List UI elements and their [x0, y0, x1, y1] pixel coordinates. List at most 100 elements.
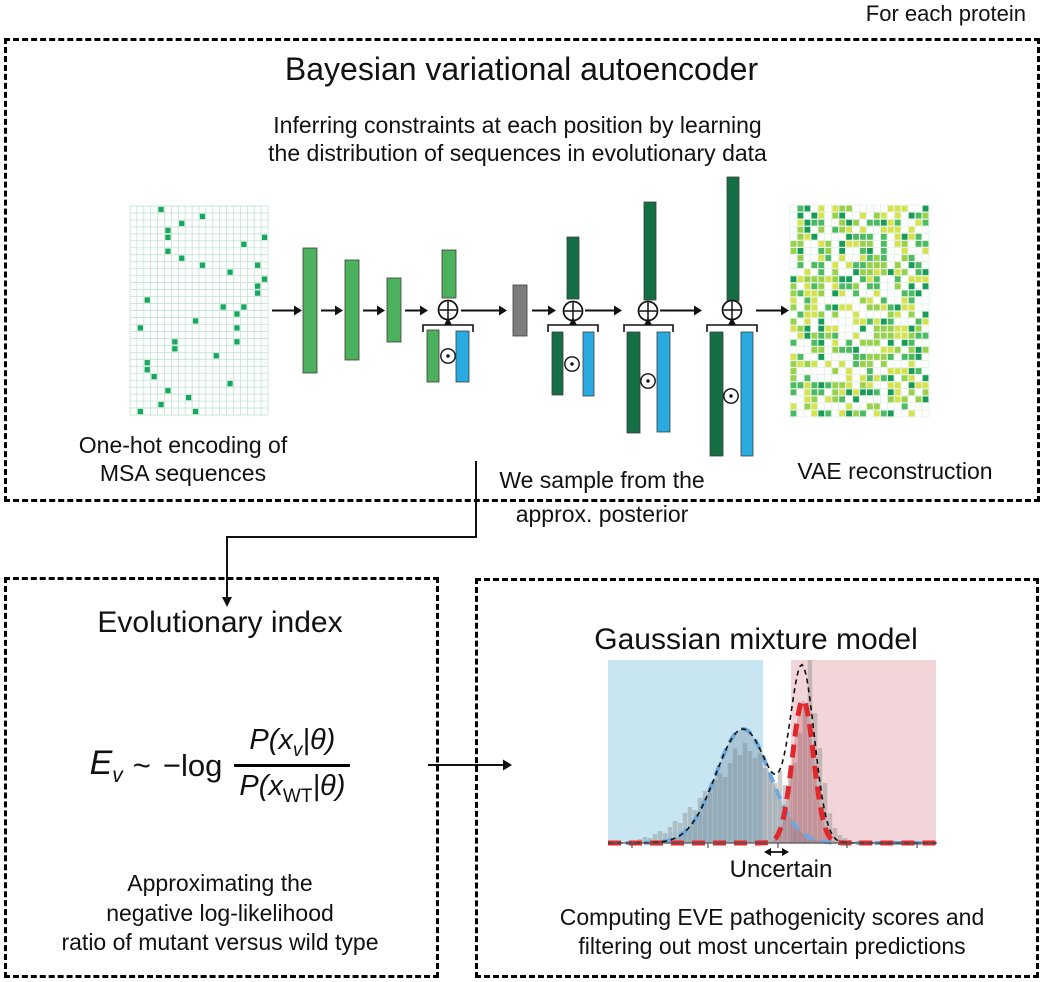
reconstruction-cell — [915, 325, 922, 332]
reconstruction-cell — [839, 226, 845, 233]
reconstruction-cell — [790, 410, 797, 417]
reconstruction-cell — [853, 361, 859, 367]
reconstruction-cell — [839, 361, 845, 367]
circled-dot-icon — [564, 356, 580, 372]
reconstruction-cell — [811, 346, 818, 353]
reconstruction-cell — [867, 354, 873, 360]
reconstruction-cell — [790, 248, 797, 254]
reconstruction-cell — [790, 368, 797, 374]
reconstruction-cell — [804, 297, 811, 304]
reconstruction-cell — [867, 276, 873, 283]
histogram-bar — [727, 763, 733, 843]
reconstruction-cell — [846, 389, 852, 396]
reconstruction-cell — [874, 403, 880, 410]
reconstruction-cell — [832, 226, 839, 233]
reconstruction-cell — [901, 233, 908, 240]
reconstruction-cell — [832, 304, 839, 311]
reconstruction-cell — [818, 382, 825, 389]
mean-bar-3 — [626, 331, 641, 434]
reconstruction-cell — [860, 410, 866, 417]
reconstruction-cell — [867, 382, 873, 389]
reconstruction-cell — [790, 304, 797, 311]
histogram-bar — [657, 831, 663, 843]
reconstruction-cell — [853, 283, 859, 290]
reconstruction-cell — [908, 226, 915, 233]
reconstruction-cell — [901, 255, 908, 261]
reconstruction-cell — [915, 212, 922, 219]
reconstruction-cell — [894, 368, 901, 374]
arrowhead — [294, 305, 302, 316]
uncertain-label: Uncertain — [729, 856, 833, 883]
reconstruction-cell — [887, 410, 894, 417]
reconstruction-cell — [818, 262, 825, 268]
histogram-bar — [827, 813, 833, 843]
reconstruction-cell — [846, 339, 852, 346]
reconstruction-cell — [811, 403, 818, 410]
reconstruction-cell — [867, 262, 873, 268]
reconstruction-cell — [860, 248, 866, 254]
formula-fraction: P(xv|θ) P(xWT|θ) — [234, 724, 351, 807]
reconstruction-cell — [908, 346, 915, 353]
reconstruction-cell — [818, 346, 825, 353]
reconstruction-cell — [908, 382, 915, 389]
histogram-bar — [792, 763, 798, 843]
reconstruction-cell — [867, 368, 873, 374]
vae-reconstruction-caption: VAE reconstruction — [797, 458, 993, 484]
reconstruction-cell — [887, 332, 894, 339]
reconstruction-cell — [818, 205, 825, 212]
reconstruction-cell — [825, 304, 832, 311]
reconstruction-cell — [825, 325, 832, 332]
reconstruction-cell — [832, 276, 839, 283]
histogram-bar — [757, 753, 763, 843]
reconstruction-cell — [860, 354, 866, 360]
reconstruction-cell — [908, 389, 915, 396]
reconstruction-cell — [894, 226, 901, 233]
reconstruction-cell — [832, 396, 839, 403]
reconstruction-cell — [894, 262, 901, 268]
evolutionary-index-title: Evolutionary index — [97, 606, 343, 639]
reconstruction-cell — [887, 368, 894, 374]
reconstruction-cell — [846, 403, 852, 410]
reconstruction-cell — [846, 304, 852, 311]
onehot-caption-line1: One-hot encoding of — [78, 432, 288, 458]
reconstruction-cell — [846, 233, 852, 240]
reconstruction-cell — [874, 332, 880, 339]
for-each-protein-label: For each protein — [865, 1, 1026, 26]
reconstruction-cell — [846, 368, 852, 374]
evolutionary-index-caption: Approximating the negative log-likelihoo… — [0, 869, 440, 958]
arrowhead — [503, 759, 512, 771]
encoder-layer-bar-2 — [344, 259, 360, 361]
onehot-caption-line2: MSA sequences — [99, 460, 267, 486]
histogram-bar — [747, 751, 753, 843]
reconstruction-cell — [811, 297, 818, 304]
gmm-caption-line1: Computing EVE pathogenicity scores and — [559, 904, 985, 930]
reconstruction-cell — [797, 382, 804, 389]
histogram-bar — [642, 837, 648, 843]
reconstruction-cell — [790, 382, 797, 389]
latent-z-bar — [512, 284, 528, 337]
reconstruction-cell — [922, 276, 929, 283]
gmm-caption-line2: filtering out most uncertain predictions — [578, 933, 966, 959]
reconstruction-cell — [894, 332, 901, 339]
reconstruction-cell — [797, 325, 804, 332]
reconstruction-cell — [867, 255, 873, 261]
reconstruction-cell — [901, 332, 908, 339]
reconstruction-cell — [832, 205, 839, 212]
arrowhead — [694, 305, 702, 316]
reconstruction-cell — [846, 283, 852, 290]
onehot-cell — [158, 206, 164, 213]
reconstruction-cell — [915, 368, 922, 374]
arrowhead — [781, 305, 789, 316]
histogram-bar — [732, 748, 738, 843]
reconstruction-cell — [832, 332, 839, 339]
reconstruction-cell — [915, 240, 922, 247]
reconstruction-cell — [825, 240, 832, 247]
reconstruction-cell — [839, 290, 845, 297]
sigma-bar-1 — [455, 330, 470, 383]
reconstruction-cell — [894, 240, 901, 247]
reconstruction-cell — [797, 290, 804, 297]
reconstruction-cell — [832, 269, 839, 276]
encoder-layer-bar-3 — [386, 277, 402, 343]
reconstruction-cell — [901, 325, 908, 332]
reconstruction-cell — [853, 311, 859, 318]
